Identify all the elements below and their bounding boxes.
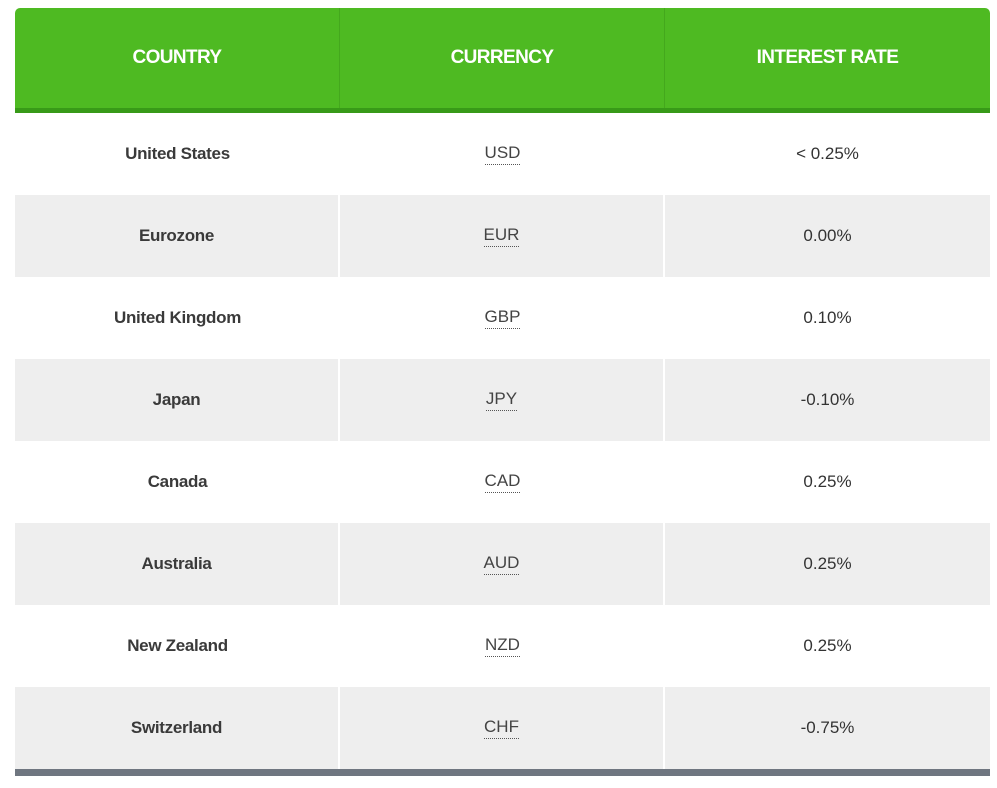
country-cell: New Zealand bbox=[127, 636, 228, 655]
rate-cell: 0.25% bbox=[803, 554, 852, 573]
table-row: Switzerland CHF -0.75% bbox=[15, 687, 990, 769]
currency-abbr[interactable]: CHF bbox=[484, 717, 519, 739]
currency-abbr[interactable]: GBP bbox=[484, 307, 521, 329]
header-country[interactable]: COUNTRY bbox=[15, 8, 340, 108]
country-cell: United Kingdom bbox=[113, 308, 242, 327]
country-cell: Switzerland bbox=[15, 687, 340, 769]
interest-rates-table: COUNTRY CURRENCY INTEREST RATE United St… bbox=[15, 8, 990, 776]
country-cell: Japan bbox=[15, 359, 340, 441]
currency-abbr[interactable]: EUR bbox=[483, 225, 520, 247]
table-row: United States USD < 0.25% bbox=[15, 113, 990, 195]
currency-cell: EUR bbox=[340, 195, 665, 277]
currency-abbr[interactable]: USD bbox=[484, 143, 521, 165]
rate-cell: 0.25% bbox=[803, 636, 852, 655]
rate-cell: < 0.25% bbox=[796, 144, 859, 163]
currency-cell: NZD bbox=[340, 605, 665, 687]
country-cell: Australia bbox=[15, 523, 340, 605]
rate-cell: 0.00% bbox=[803, 226, 852, 245]
header-currency[interactable]: CURRENCY bbox=[340, 8, 665, 108]
currency-abbr[interactable]: AUD bbox=[483, 553, 520, 575]
table-row: Eurozone EUR 0.00% bbox=[15, 195, 990, 277]
currency-abbr[interactable]: NZD bbox=[485, 635, 520, 657]
currency-cell: JPY bbox=[340, 359, 665, 441]
currency-cell: CHF bbox=[340, 687, 665, 769]
currency-cell: GBP bbox=[340, 277, 665, 359]
table-row: New Zealand NZD 0.25% bbox=[15, 605, 990, 687]
table-footer-bar bbox=[15, 769, 990, 776]
rate-cell: 0.10% bbox=[803, 308, 852, 327]
currency-cell: USD bbox=[340, 113, 665, 195]
header-interest-rate[interactable]: INTEREST RATE bbox=[756, 47, 899, 68]
rate-cell: -0.75% bbox=[800, 718, 855, 737]
table-row: Canada CAD 0.25% bbox=[15, 441, 990, 523]
table-header: COUNTRY CURRENCY INTEREST RATE bbox=[15, 8, 990, 113]
currency-abbr[interactable]: CAD bbox=[484, 471, 521, 493]
country-cell: United States bbox=[125, 144, 230, 163]
currency-cell: CAD bbox=[340, 441, 665, 523]
currency-abbr[interactable]: JPY bbox=[485, 389, 518, 411]
rate-cell: -0.10% bbox=[800, 390, 855, 409]
table-row: United Kingdom GBP 0.10% bbox=[15, 277, 990, 359]
country-cell: Canada bbox=[147, 472, 208, 491]
table-row: Japan JPY -0.10% bbox=[15, 359, 990, 441]
table-row: Australia AUD 0.25% bbox=[15, 523, 990, 605]
country-cell: Eurozone bbox=[15, 195, 340, 277]
rate-cell: 0.25% bbox=[803, 472, 852, 491]
currency-cell: AUD bbox=[340, 523, 665, 605]
